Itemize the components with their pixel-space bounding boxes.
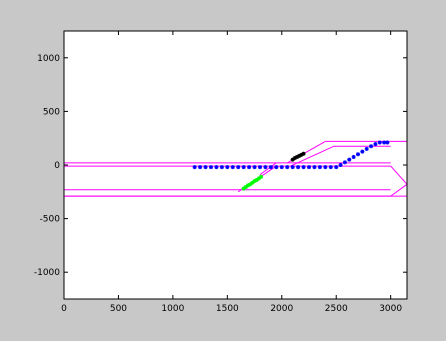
data-point	[342, 160, 347, 165]
data-point	[377, 140, 382, 145]
data-point	[254, 178, 259, 183]
x-tick-label: 0	[61, 304, 67, 314]
x-tick-label: 2000	[270, 304, 293, 314]
series-black	[290, 151, 306, 162]
data-point	[369, 144, 374, 149]
data-point	[274, 165, 279, 170]
data-point	[338, 163, 343, 167]
data-point	[317, 165, 322, 170]
data-point	[256, 176, 261, 181]
axes-area	[64, 31, 407, 299]
y-tick-label: 0	[54, 161, 60, 171]
y-tick-label: 500	[43, 107, 60, 117]
x-tick-label: 3000	[379, 304, 402, 314]
data-point	[219, 165, 224, 170]
x-tick-label: 2500	[325, 304, 348, 314]
series-green	[241, 174, 264, 191]
data-point	[364, 146, 369, 151]
data-point	[323, 165, 328, 170]
data-point	[385, 140, 390, 145]
data-point	[248, 182, 253, 187]
x-tick-label: 500	[110, 304, 127, 314]
data-point	[296, 165, 301, 170]
data-point	[356, 152, 360, 157]
x-tick-label: 1000	[161, 304, 184, 314]
data-point	[236, 165, 241, 170]
data-point	[347, 157, 352, 162]
data-point	[259, 174, 264, 179]
data-point	[252, 165, 257, 170]
data-series	[192, 140, 390, 191]
data-point	[279, 165, 284, 170]
data-point	[301, 165, 306, 170]
y-tick-label: 1000	[37, 54, 60, 64]
data-point	[203, 165, 208, 170]
series-blue	[192, 140, 390, 170]
data-point	[360, 149, 365, 154]
data-point	[268, 165, 273, 170]
data-point	[307, 165, 311, 170]
x-axis-ticks: 0 500 1000 1500 2000 2500 3000	[61, 31, 402, 314]
data-point	[312, 165, 317, 170]
data-point	[334, 165, 339, 170]
data-point	[258, 165, 262, 170]
data-point	[290, 165, 295, 170]
x-tick-label: 1500	[216, 304, 239, 314]
data-point	[198, 165, 203, 170]
data-point	[225, 165, 230, 170]
data-point	[230, 165, 235, 170]
data-point	[351, 154, 356, 159]
data-point	[247, 165, 252, 170]
data-point	[290, 157, 295, 162]
data-point	[192, 165, 197, 170]
y-tick-label: -1000	[34, 268, 60, 278]
data-point	[243, 184, 248, 189]
data-point	[263, 165, 268, 170]
data-point	[209, 165, 213, 170]
data-point	[373, 142, 378, 147]
data-point	[214, 165, 219, 170]
y-axis-ticks: 1000 500 0 -500 -1000	[34, 54, 407, 278]
data-point	[241, 165, 246, 170]
outline-line-14	[259, 162, 277, 176]
y-tick-label: -500	[40, 215, 61, 225]
outline-line-7	[290, 145, 335, 167]
outline-line-10	[390, 165, 408, 185]
outline-line-11	[390, 183, 408, 197]
data-point	[301, 151, 306, 156]
data-point	[328, 165, 333, 170]
data-point	[285, 165, 290, 170]
